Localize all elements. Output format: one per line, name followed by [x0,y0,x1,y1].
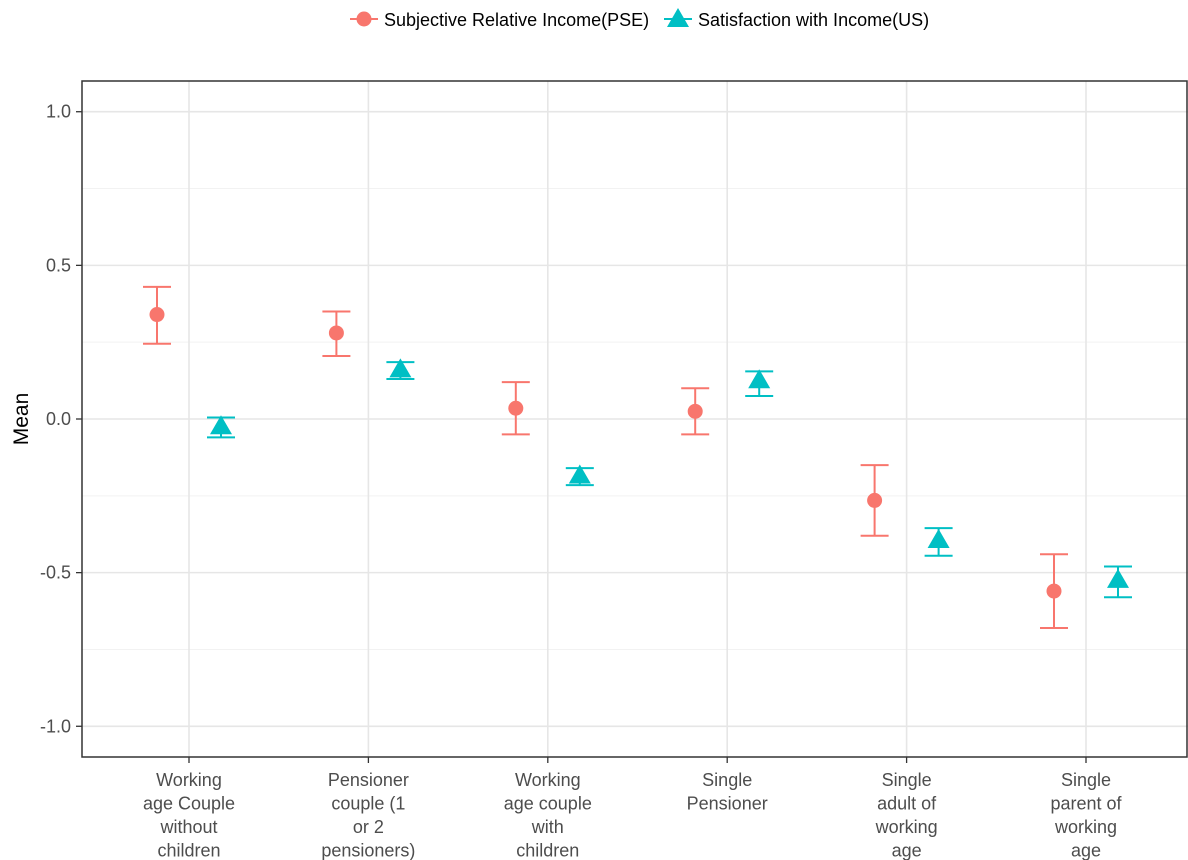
y-tick-label: 0.0 [46,409,71,429]
y-tick-label: -0.5 [40,563,71,583]
point-us [927,528,950,548]
point-us [748,369,771,389]
x-category-label-line: Working [156,770,222,790]
x-category-label-line: couple (1 [331,794,405,814]
point-us [210,415,232,435]
x-category-label-line: Pensioner [687,794,768,814]
legend-triangle-marker [667,8,689,27]
point-us [568,464,591,484]
point-pse [687,403,703,419]
x-category-label-line: with [531,817,564,837]
x-category-label-line: working [875,817,938,837]
legend-label-pse: Subjective Relative Income(PSE) [384,10,649,30]
x-category-label-line: working [1054,817,1117,837]
x-category-label-line: Single [882,770,932,790]
point-pse [328,325,344,341]
point-us [1107,568,1129,588]
y-tick-label: -1.0 [40,716,71,736]
x-category-label: Single adult of working age [875,770,938,860]
x-category-label: Working age Couple without children [143,770,235,860]
point-pse [867,492,883,508]
x-category-label-line: children [157,841,220,860]
legend-item-pse: Subjective Relative Income(PSE) [350,10,649,30]
point-pse [508,400,524,416]
plot-area: 1.0 0.5 0.0 -0.5 -1.0 Working age Couple withou… [40,80,1188,860]
y-axis-title: Mean [10,393,33,446]
legend-circle-marker [356,11,372,27]
legend-item-us: Satisfaction with Income(US) [664,8,929,30]
point-pse [149,307,165,323]
x-category-label: Working age couple with children [504,770,592,860]
y-tick-label: 0.5 [46,255,71,275]
x-category-label-line: children [516,841,579,860]
x-category-label: Pensioner couple (1 or 2 pensioners) [321,770,415,860]
x-category-label-line: Pensioner [328,770,409,790]
x-category-label-line: without [159,817,217,837]
x-category-label-line: parent of [1050,794,1122,814]
x-category-label-line: Single [1061,770,1111,790]
x-category-label-line: age [1071,841,1101,860]
x-category-label-line: age couple [504,794,592,814]
legend: Subjective Relative Income(PSE) Satisfac… [350,8,929,30]
x-category-label-line: Single [702,770,752,790]
x-category-label: Single Pensioner [687,770,768,814]
x-category-label-line: age Couple [143,794,235,814]
x-category-label: Single parent of working age [1050,770,1122,860]
y-tick-label: 1.0 [46,102,71,122]
x-category-label-line: pensioners) [321,841,415,860]
x-category-label-line: Working [515,770,581,790]
point-us [389,358,412,378]
x-category-label-line: adult of [877,794,937,814]
x-category-label-line: or 2 [353,817,384,837]
legend-label-us: Satisfaction with Income(US) [698,10,929,30]
x-category-label-line: age [892,841,922,860]
point-pse [1046,583,1062,599]
